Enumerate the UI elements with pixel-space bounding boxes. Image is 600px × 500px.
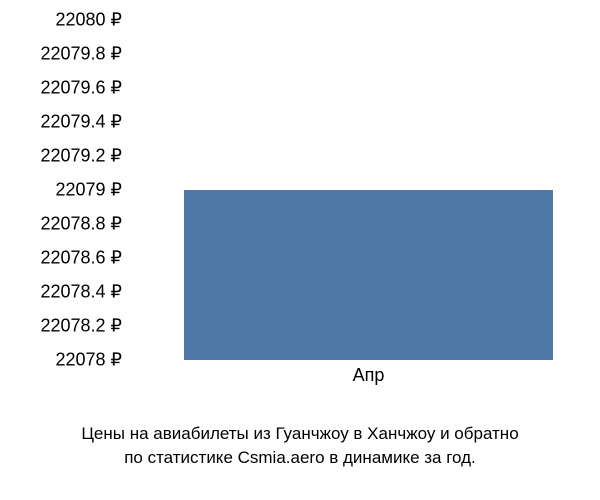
y-tick-label: 22080 ₽ — [55, 10, 122, 31]
y-tick-label: 22078.8 ₽ — [40, 214, 122, 235]
x-axis: Апр — [130, 365, 580, 395]
y-tick-label: 22079.2 ₽ — [40, 146, 122, 167]
y-tick-label: 22078 ₽ — [55, 350, 122, 371]
y-tick-label: 22079.6 ₽ — [40, 78, 122, 99]
chart-container: 22080 ₽22079.8 ₽22079.6 ₽22079.4 ₽22079.… — [0, 20, 600, 400]
y-axis: 22080 ₽22079.8 ₽22079.6 ₽22079.4 ₽22079.… — [0, 20, 130, 360]
plot-area — [130, 20, 580, 360]
chart-caption: Цены на авиабилеты из Гуанчжоу в Ханчжоу… — [0, 422, 600, 470]
y-tick-label: 22079.4 ₽ — [40, 112, 122, 133]
x-tick-label: Апр — [353, 365, 385, 386]
caption-line1: Цены на авиабилеты из Гуанчжоу в Ханчжоу… — [81, 424, 518, 443]
y-tick-label: 22078.2 ₽ — [40, 316, 122, 337]
y-tick-label: 22078.4 ₽ — [40, 282, 122, 303]
y-tick-label: 22079.8 ₽ — [40, 44, 122, 65]
caption-line2: по статистике Csmia.aero в динамике за г… — [124, 448, 476, 467]
bar — [184, 190, 553, 360]
y-tick-label: 22078.6 ₽ — [40, 248, 122, 269]
y-tick-label: 22079 ₽ — [55, 180, 122, 201]
